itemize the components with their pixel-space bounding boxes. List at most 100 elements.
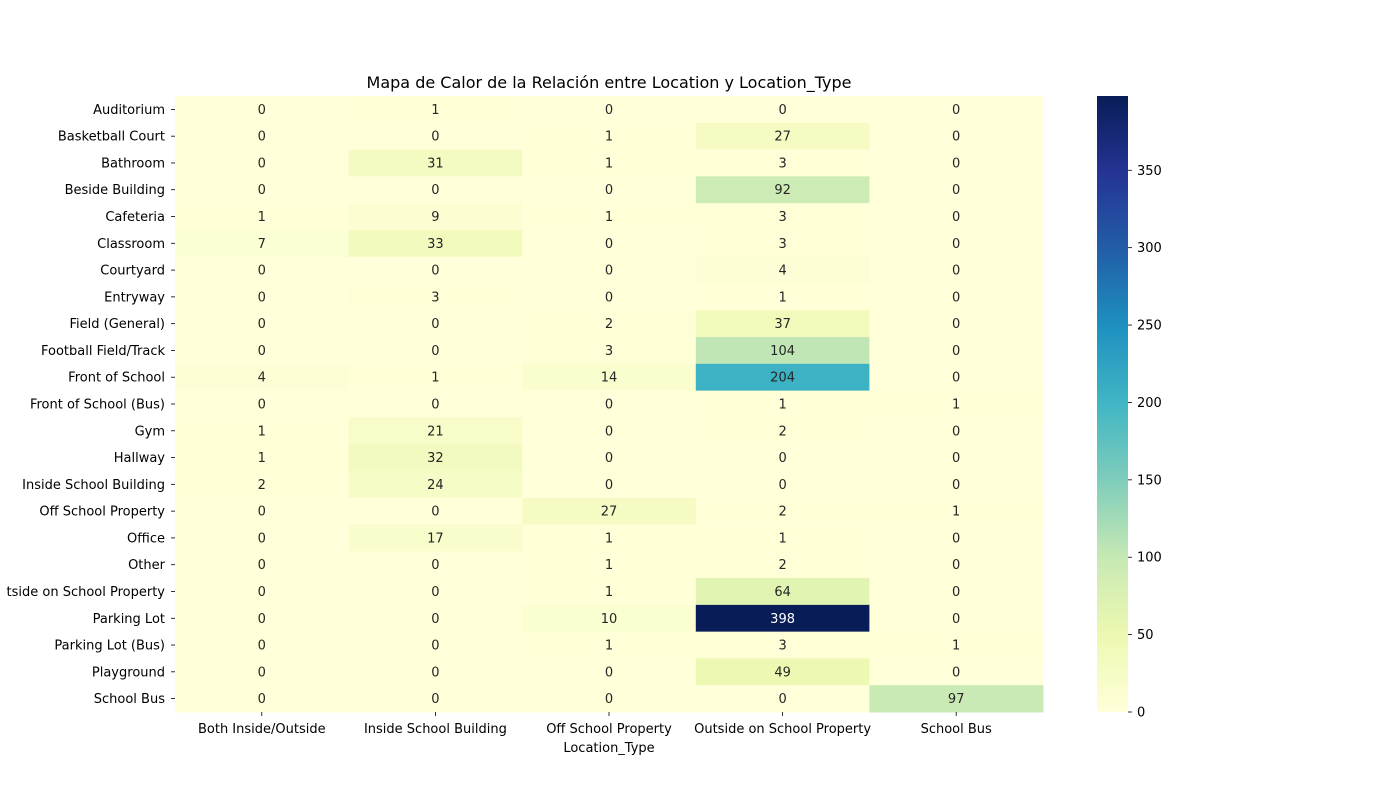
heatmap-cell: [175, 551, 350, 579]
cell-value-label: 0: [952, 237, 960, 252]
y-tick-label: tside on School Property: [7, 585, 166, 600]
heatmap-cell: [348, 363, 523, 392]
heatmap-cell: [695, 310, 870, 338]
cell-value-label: 0: [258, 639, 266, 654]
cell-value-label: 64: [774, 585, 791, 600]
cell-value-label: 398: [770, 612, 795, 627]
cell-value-label: 0: [258, 344, 266, 359]
heatmap-cell: [869, 631, 1044, 659]
cell-value-label: 0: [431, 264, 439, 279]
cell-value-label: 0: [952, 103, 960, 118]
heatmap-cell: [348, 149, 523, 177]
y-tick-label: Auditorium: [93, 103, 165, 118]
y-axis: Auditorium Basketball Court Bathroom Beside…: [7, 103, 175, 707]
cell-value-label: 2: [778, 558, 786, 573]
heatmap-cell: [348, 470, 523, 499]
heatmap-cell: [869, 149, 1044, 177]
cell-value-label: 0: [605, 290, 613, 305]
cell-value-label: 24: [427, 478, 444, 493]
heatmap-cell: [175, 337, 350, 365]
heatmap-cell: [175, 176, 350, 204]
y-tick-label: Entryway: [104, 290, 165, 305]
heatmap-cell: [695, 149, 870, 177]
heatmap-cell: [695, 631, 870, 659]
cell-value-label: 0: [952, 344, 960, 359]
heatmap-cell: [695, 283, 870, 311]
heatmap-cell: [869, 578, 1044, 606]
heatmap-cell: [522, 176, 697, 204]
cell-value-label: 0: [778, 103, 786, 118]
cell-value-label: 1: [778, 290, 786, 305]
heatmap-cell: [695, 604, 870, 633]
cell-value-label: 4: [778, 264, 786, 279]
heatmap-cell: [869, 685, 1044, 713]
y-tick-label: Office: [127, 531, 165, 546]
chart-title: Mapa de Calor de la Relación entre Locat…: [367, 73, 852, 93]
heatmap-cell: [522, 685, 697, 713]
heatmap-cell: [869, 363, 1044, 392]
cell-value-label: 0: [952, 210, 960, 225]
heatmap-cell: [522, 578, 697, 606]
cell-value-label: 27: [774, 130, 791, 145]
cell-value-label: 3: [778, 210, 786, 225]
cell-value-label: 0: [431, 558, 439, 573]
cell-value-label: 92: [774, 183, 791, 198]
cell-value-label: 0: [431, 398, 439, 413]
heatmap-cell: [175, 631, 350, 659]
heatmap-cell: [695, 229, 870, 258]
cell-value-label: 0: [431, 344, 439, 359]
cell-value-label: 0: [258, 130, 266, 145]
heatmap-cell: [348, 524, 523, 552]
heatmap-cell: [522, 310, 697, 338]
heatmap-cell: [348, 658, 523, 686]
cell-value-label: 1: [605, 531, 613, 546]
y-tick-label: Beside Building: [65, 183, 165, 198]
heatmap-cell: [522, 337, 697, 365]
heatmap-cell: [695, 176, 870, 204]
heatmap-cell: [695, 470, 870, 499]
heatmap-cell: [869, 96, 1044, 124]
cell-value-label: 1: [952, 505, 960, 520]
cell-value-label: 0: [952, 183, 960, 198]
colorbar-tick-label: 150: [1137, 473, 1162, 488]
y-tick-label: Parking Lot: [93, 612, 165, 627]
heatmap-cell: [695, 524, 870, 552]
y-tick-label: Field (General): [69, 317, 165, 332]
heatmap-cell: [175, 363, 350, 392]
heatmap-cell: [522, 524, 697, 552]
colorbar-tick-label: 200: [1137, 396, 1162, 411]
heatmap-cell: [869, 604, 1044, 633]
cell-value-label: 0: [258, 505, 266, 520]
cell-value-label: 3: [778, 639, 786, 654]
x-axis-label: Location_Type: [563, 741, 654, 756]
cell-value-label: 0: [605, 424, 613, 439]
heatmap-cell: [175, 203, 350, 231]
cell-value-label: 10: [601, 612, 618, 627]
cell-value-label: 0: [952, 156, 960, 171]
heatmap-cell: [175, 578, 350, 606]
cell-value-label: 0: [605, 451, 613, 466]
cell-value-label: 0: [258, 531, 266, 546]
cell-value-label: 0: [952, 264, 960, 279]
cell-value-label: 0: [258, 398, 266, 413]
cell-value-label: 1: [778, 531, 786, 546]
heatmap-cell: [869, 229, 1044, 258]
x-tick-label: Off School Property: [546, 722, 672, 737]
heatmap-cell: [695, 122, 870, 151]
cell-value-label: 0: [258, 103, 266, 118]
heatmap-cell: [695, 578, 870, 606]
heatmap-cell: [348, 176, 523, 204]
heatmap-cell: [348, 203, 523, 231]
heatmap-cell: [695, 203, 870, 231]
heatmap-cell: [695, 658, 870, 686]
cell-value-label: 3: [431, 290, 439, 305]
cell-value-label: 1: [605, 210, 613, 225]
cell-value-label: 0: [952, 290, 960, 305]
cell-value-label: 0: [258, 290, 266, 305]
y-tick-label: Cafeteria: [105, 210, 165, 225]
cell-value-label: 0: [605, 398, 613, 413]
heatmap-cell: [869, 122, 1044, 151]
heatmap-cell: [348, 631, 523, 659]
heatmap-cell: [348, 337, 523, 365]
